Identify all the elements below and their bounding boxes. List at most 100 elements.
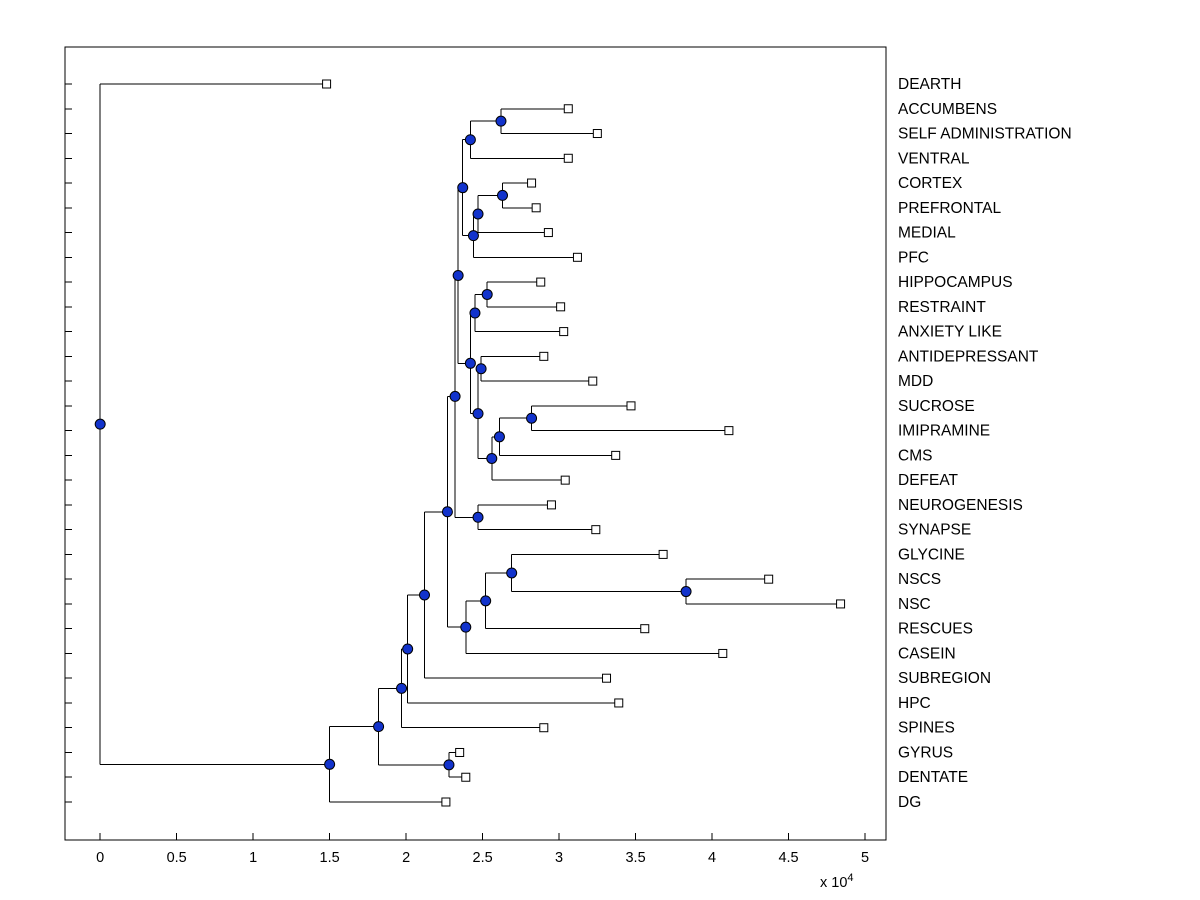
cluster-node-marker [506,567,518,579]
cluster-node-marker [373,721,385,733]
leaf-label: RESTRAINT [898,299,986,316]
x-axis-tick-label: 4 [708,850,716,866]
leaf-label: GLYCINE [898,546,965,563]
leaf-marker [724,426,734,436]
leaf-label: PFC [898,249,929,266]
cluster-node-marker [475,363,487,375]
leaf-marker [563,153,573,163]
leaf-marker [461,772,471,782]
leaf-label: MEDIAL [898,225,956,242]
leaf-marker [543,228,553,238]
x-axis-tick-label: 2.5 [473,850,493,866]
cluster-node-marker [472,208,484,220]
leaf-marker [539,351,549,361]
cluster-node-marker [526,412,538,424]
cluster-node-marker [457,182,469,194]
x-axis-scale-prefix: x 10 [820,874,848,891]
cluster-node-marker [464,134,476,146]
cluster-node-marker [460,621,472,633]
x-axis-tick-label: 2 [402,850,410,866]
leaf-marker [611,450,621,460]
axes [64,46,887,841]
x-axis-scale-exponent: 4 [847,872,854,884]
leaf-label: SUCROSE [898,398,975,415]
cluster-node-marker [324,758,336,770]
x-axis-tick-label: 3 [555,850,563,866]
leaf-marker [441,797,451,807]
x-axis-tick-label: 1.5 [320,850,340,866]
leaf-marker [563,104,573,114]
leaf-label: IMIPRAMINE [898,423,990,440]
cluster-node-marker [441,506,453,518]
leaf-label: SPINES [898,720,955,737]
leaf-label: SELF ADMINISTRATION [898,126,1072,143]
leaf-label: NSCS [898,571,941,588]
x-axis-tick-label: 3.5 [625,850,645,866]
x-axis-tick-label: 5 [861,850,869,866]
leaf-marker [602,673,612,683]
leaf-label: RESCUES [898,621,973,638]
cluster-node-marker [396,682,408,694]
leaf-marker [592,129,602,139]
leaf-marker [718,648,728,658]
leaf-marker [572,252,582,262]
cluster-node-marker [418,589,430,601]
plot-border [64,46,887,841]
leaf-marker [591,525,601,535]
cluster-node-marker [449,390,461,402]
leaf-label: ACCUMBENS [898,101,997,118]
cluster-node-marker [481,288,493,300]
leaf-label: HIPPOCAMPUS [898,274,1013,291]
leaf-label: DG [898,794,921,811]
x-axis-tick-label: 0.5 [167,850,187,866]
leaf-marker [322,79,332,89]
cluster-node-marker [402,643,414,655]
cluster-node-marker [480,595,492,607]
cluster-node-marker [472,408,484,420]
leaf-label: VENTRAL [898,150,970,167]
leaf-marker [588,376,598,386]
leaf-label: HPC [898,695,931,712]
x-axis-tick-label: 0 [96,850,104,866]
leaf-marker [546,500,556,510]
leaf-marker [531,203,541,213]
cluster-node-marker [486,452,498,464]
x-axis-tick-label: 4.5 [778,850,798,866]
leaf-marker [536,277,546,287]
leaf-marker [455,747,465,757]
x-axis-tick-label: 1 [249,850,257,866]
leaf-label: PREFRONTAL [898,200,1001,217]
leaf-marker [556,302,566,312]
cluster-node-marker [493,431,505,443]
cluster-node-marker [443,759,455,771]
leaf-label: NSC [898,596,931,613]
cluster-node-marker [467,230,479,242]
leaf-label: CORTEX [898,175,963,192]
leaf-marker [527,178,537,188]
cluster-node-marker [472,511,484,523]
leaf-label: SYNAPSE [898,522,971,539]
leaf-marker [836,599,846,609]
leaf-marker [626,401,636,411]
leaf-label: DEARTH [898,76,961,93]
cluster-node-marker [452,269,464,281]
leaf-label: ANTIDEPRESSANT [898,348,1039,365]
labels: 0 0.5 1 1.5 2 2.5 3 3.5 4 4.5 5 DEARTH ACCUMBENS SELF… [96,76,1072,866]
leaf-label: GYRUS [898,744,953,761]
cluster-node-marker [94,418,106,430]
leaf-label: NEUROGENESIS [898,497,1023,514]
leaf-label: DEFEAT [898,472,959,489]
leaf-marker [559,327,569,337]
cluster-node-marker [680,586,692,598]
leaf-marker [614,698,624,708]
leaf-label: DENTATE [898,769,968,786]
leaf-label: CASEIN [898,645,956,662]
leaf-label: CMS [898,447,932,464]
markers [94,79,846,807]
leaf-label: MDD [898,373,933,390]
leaf-marker [560,475,570,485]
leaf-marker [539,723,549,733]
x-axis-scale-label: x 104 [820,872,854,891]
